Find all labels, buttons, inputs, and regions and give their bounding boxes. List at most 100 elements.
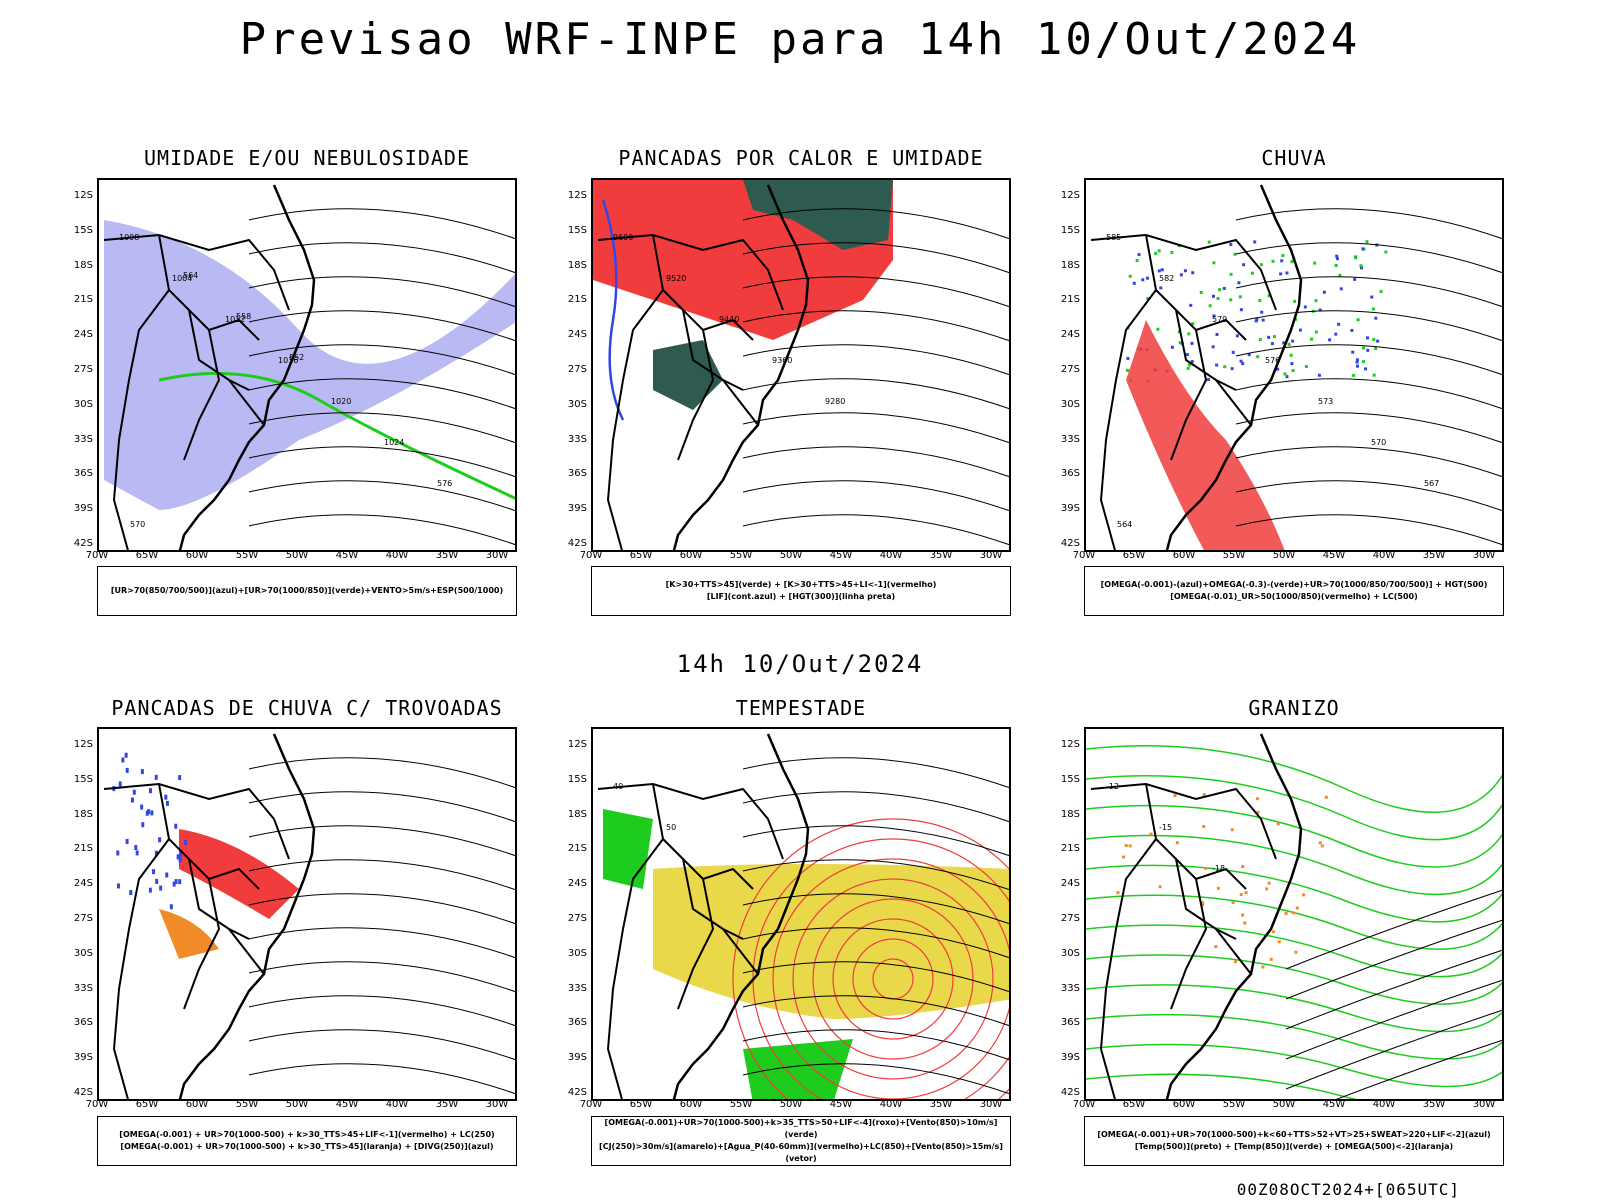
contour-label: 9280 (825, 397, 845, 406)
jet-stream-area (653, 864, 1009, 1019)
legend-line: [OMEGA(-0.001)+UR>70(1000-500)+k<60+TTS>… (1097, 1130, 1491, 1139)
lat-label: 39S (1060, 1052, 1080, 1064)
legend-line: [CJ(250)>30m/s](amarelo)+[Agua_P(40-60mm… (599, 1142, 1003, 1163)
lon-label: 50W (285, 550, 309, 561)
thunderstorm-orange-area (159, 909, 219, 959)
legend-line: [OMEGA(-0.001)+UR>70(1000-500)+k>35_TTS>… (604, 1118, 998, 1139)
lon-label: 50W (779, 1099, 803, 1110)
panel-2-legend: [K>30+TTS>45](verde) + [K>30+TTS>45+LI<-… (591, 566, 1011, 616)
lon-label: 45W (829, 1099, 853, 1110)
legend-line: [OMEGA(-0.001)-(azul)+OMEGA(-0.3)-(verde… (1100, 580, 1488, 589)
contour-label: 1008 (119, 233, 139, 242)
lat-label: 39S (73, 1052, 93, 1064)
panel-2-map: 9600 9520 9440 9360 9280 (591, 178, 1011, 552)
contour-label: 573 (1318, 397, 1333, 406)
lon-label: 40W (879, 550, 903, 561)
coastline (1165, 184, 1303, 550)
lon-label: 30W (979, 550, 1003, 561)
lat-label: 24S (1060, 878, 1080, 890)
lat-label: 21S (1060, 294, 1080, 306)
lon-label: 45W (1322, 1099, 1346, 1110)
lat-label: 21S (73, 843, 93, 855)
main-title: Previsao WRF-INPE para 14h 10/Out/2024 (239, 14, 1361, 65)
lat-label: 27S (1060, 364, 1080, 375)
lat-label: 30S (73, 398, 93, 410)
lat-label: 36S (1060, 468, 1080, 480)
lat-label: 24S (73, 878, 93, 890)
lat-label: 27S (567, 364, 587, 375)
lon-label: 50W (1272, 1099, 1296, 1110)
lon-label: 65W (629, 550, 653, 561)
lon-label: 30W (1472, 550, 1496, 561)
lat-label: 33S (73, 982, 93, 994)
panel-5-map-graphic: 40 50 (597, 733, 1009, 1099)
lon-label: 50W (285, 1099, 309, 1110)
lat-label: 30S (1060, 398, 1080, 410)
lat-label: 24S (567, 329, 587, 341)
lat-label: 15S (73, 773, 93, 785)
contour-label: 9520 (666, 274, 686, 283)
heat-shower-area-south (653, 340, 723, 410)
lon-label: 60W (185, 550, 209, 561)
contour-label: 558 (236, 312, 251, 321)
panel-1-legend: [UR>70(850/700/500)](azul)+[UR>70(1000/8… (97, 566, 517, 616)
lat-label: 36S (567, 468, 587, 480)
legend-line: [OMEGA(-0.001) + UR>70(1000-500) + k>30_… (120, 1142, 494, 1151)
contour-label: 1016 (278, 356, 298, 365)
lon-label: 70W (85, 550, 109, 561)
lon-label: 45W (829, 550, 853, 561)
legend-line: [Temp(500)](preto) + [Temp(850)](verde) … (1134, 1142, 1454, 1151)
lon-label: 30W (1472, 1099, 1496, 1110)
footer-run-label: 00Z08OCT2024+[065UTC] (1236, 1180, 1460, 1199)
lat-label: 24S (1060, 329, 1080, 341)
lon-label: 55W (235, 550, 259, 561)
lat-label: 27S (567, 913, 587, 924)
contour-label: 576 (437, 479, 452, 488)
contour-label: 552 (289, 353, 304, 362)
humidity-upper-area (104, 220, 515, 510)
lat-label: 18S (567, 259, 587, 271)
lat-label: 24S (73, 329, 93, 341)
lon-label: 65W (1122, 550, 1146, 561)
contour-label: 582 (1159, 274, 1174, 283)
panel-5-title: TEMPESTADE (735, 696, 867, 720)
panel-6-map-graphic: -12 -15 -18 (1086, 733, 1502, 1099)
lon-label: 55W (1222, 1099, 1246, 1110)
panel-1-map: 1008 1004 1012 1016 1020 1024 576 570 564 558 552 (97, 178, 517, 552)
contour-label: 1012 (225, 315, 245, 324)
contour-label: 576 (1265, 356, 1280, 365)
thunderstorm-area (179, 829, 299, 919)
lon-label: 70W (1072, 550, 1096, 561)
lon-label: 30W (485, 1099, 509, 1110)
coastline (178, 184, 316, 550)
legend-line: [OMEGA(-0.01)_UR>50(1000/850)(vermelho) … (1170, 592, 1418, 601)
contour-label: 564 (183, 271, 198, 280)
lon-label: 60W (185, 1099, 209, 1110)
lat-label: 42S (567, 1087, 587, 1098)
contour-label: -15 (1159, 823, 1172, 832)
lon-label: 35W (1422, 1099, 1446, 1110)
lon-label: 60W (1172, 550, 1196, 561)
lon-label: 55W (235, 1099, 259, 1110)
lat-label: 21S (567, 843, 587, 855)
panel-1-map-graphic: 1008 1004 1012 1016 1020 1024 576 570 564 558 552 (103, 184, 515, 550)
lon-label: 60W (679, 1099, 703, 1110)
lat-label: 24S (567, 878, 587, 890)
contour-label: 585 (1106, 233, 1121, 242)
contour-label: 579 (1212, 315, 1227, 324)
panel-3-title: CHUVA (1261, 146, 1327, 170)
lon-label: 35W (435, 1099, 459, 1110)
contour-label: -18 (1212, 864, 1225, 873)
lat-label: 27S (73, 364, 93, 375)
lat-label: 30S (567, 947, 587, 959)
contour-label: 570 (130, 520, 145, 529)
lon-label: 50W (1272, 550, 1296, 561)
contour-label: 564 (1117, 520, 1132, 529)
lat-label: 30S (567, 398, 587, 410)
contour-label: 40 (613, 782, 623, 791)
panel-6-title: GRANIZO (1248, 696, 1340, 720)
coastline (1165, 733, 1303, 1099)
heat-shower-area (743, 180, 893, 250)
lat-label: 42S (1060, 1087, 1080, 1098)
lat-label: 21S (73, 294, 93, 306)
